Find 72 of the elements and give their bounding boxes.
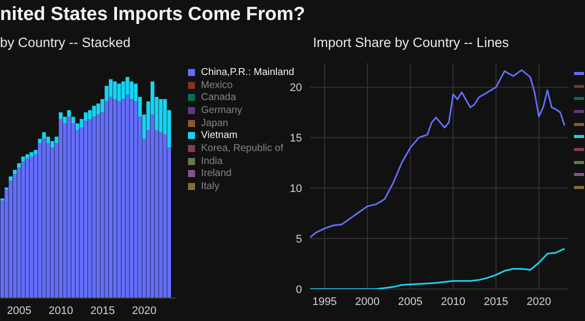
bar: [126, 77, 130, 95]
bar: [75, 123, 80, 130]
bar: [84, 121, 88, 298]
bar: [67, 116, 71, 298]
bar: [158, 99, 163, 132]
bar: [96, 114, 100, 298]
bar: [21, 160, 26, 298]
bar: [150, 114, 154, 298]
legend-label: Canada: [201, 92, 236, 104]
bar: [46, 143, 50, 298]
x-tick-label: 2000: [355, 296, 380, 308]
x-tick-label: 2005: [398, 296, 423, 308]
bar: [54, 136, 58, 144]
x-tick-label: 2020: [132, 304, 157, 317]
legend-label: China,P.R.: Mainland: [201, 66, 294, 78]
bar: [25, 154, 30, 159]
line-series: [310, 248, 566, 289]
bar: [134, 101, 138, 298]
bar: [34, 150, 38, 154]
bar: [71, 116, 76, 124]
bar: [104, 101, 108, 298]
chart-subtitle: Import Share by Country -- Lines: [313, 35, 509, 50]
bar: [30, 156, 34, 298]
bar: [50, 148, 54, 298]
bar: [67, 110, 71, 117]
legend-label: Mexico: [201, 80, 233, 91]
bar: [88, 118, 92, 298]
y-tick-label: 20: [290, 82, 302, 94]
bar: [17, 163, 21, 168]
bar: [8, 176, 13, 181]
x-tick-label: 2005: [6, 304, 32, 317]
bar: [163, 134, 167, 298]
bar: [117, 84, 121, 102]
x-tick-label: 2010: [440, 296, 466, 308]
legend-label: India: [201, 156, 223, 167]
chart-subtitle: by Country -- Stacked: [0, 35, 131, 50]
bar: [58, 118, 63, 298]
y-tick-label: 0: [296, 284, 302, 296]
bar: [21, 156, 26, 161]
legend-label: Japan: [201, 118, 228, 129]
bar: [62, 116, 67, 124]
bar: [113, 81, 117, 100]
bar: [92, 116, 96, 298]
y-tick-label: 5: [296, 233, 302, 246]
legend-label: Korea, Republic of: [201, 142, 284, 154]
bar: [130, 81, 134, 100]
legend-label: Italy: [201, 181, 220, 192]
bar: [92, 106, 96, 117]
x-tick-label: 2020: [526, 296, 552, 308]
legend-label: Vietnam: [201, 130, 238, 142]
bar: [121, 81, 126, 100]
bar: [30, 152, 34, 157]
bar: [46, 136, 50, 144]
bar: [117, 101, 121, 298]
legend-label: Ireland: [201, 168, 232, 180]
chart-title: nited States Imports Come From?: [0, 4, 306, 26]
line-series: [310, 69, 566, 238]
legend-label: Germany: [201, 104, 242, 116]
bar: [113, 99, 117, 298]
bar: [38, 143, 42, 298]
bar: [42, 138, 46, 298]
bar: [158, 132, 163, 298]
bar: [38, 138, 42, 144]
x-tick-label: 2015: [484, 296, 508, 308]
x-tick-label: 2015: [90, 304, 115, 317]
y-tick-label: 10: [290, 183, 302, 196]
bar: [108, 96, 113, 298]
bar: [25, 158, 30, 298]
x-tick-label: 1995: [312, 296, 337, 308]
y-tick-label: 15: [290, 132, 302, 145]
x-tick-label: 2010: [48, 304, 74, 317]
bar: [126, 94, 130, 298]
